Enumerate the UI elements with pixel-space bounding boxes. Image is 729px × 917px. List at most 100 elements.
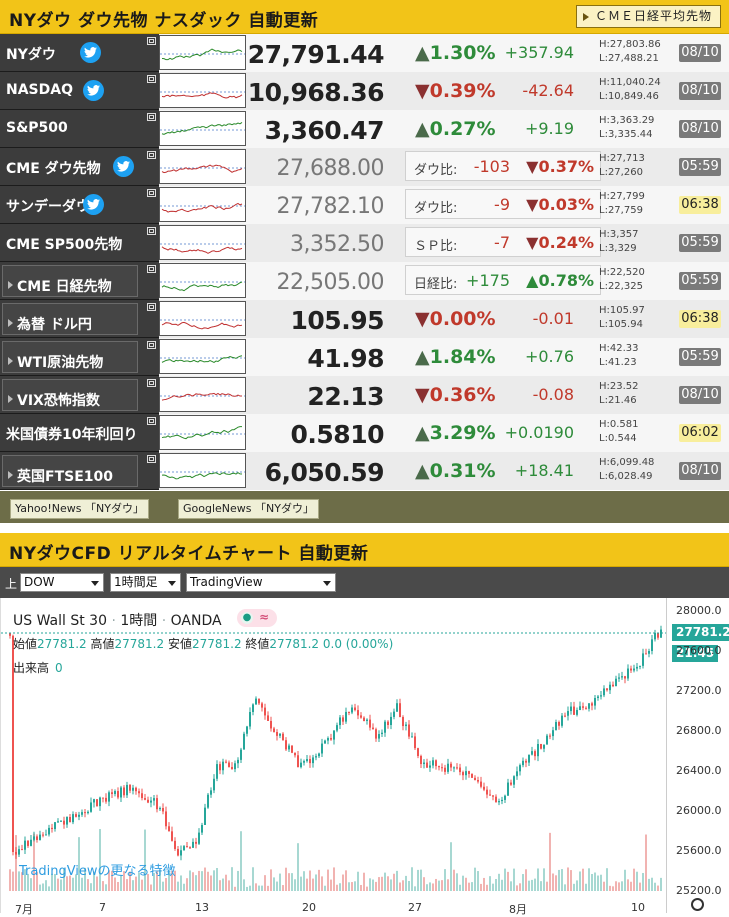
- expand-icon[interactable]: [147, 151, 156, 159]
- sparkline-chart[interactable]: [159, 377, 246, 412]
- volume-bar: [585, 883, 587, 891]
- price-axis[interactable]: 27781.2 21:45 28000.0 27600.0 27200.0 26800…: [666, 598, 729, 913]
- source-select[interactable]: TradingView: [186, 573, 336, 592]
- candle-body: [651, 639, 653, 651]
- expand-icon[interactable]: [147, 227, 156, 235]
- volume-bar: [411, 867, 413, 891]
- volume-bar: [189, 870, 191, 891]
- sparkline-chart[interactable]: [159, 73, 246, 108]
- candle-body: [660, 629, 662, 638]
- volume-bar: [339, 883, 341, 891]
- volume-bar: [588, 868, 590, 891]
- gear-icon[interactable]: [691, 898, 704, 911]
- volume-bar: [336, 884, 338, 891]
- quote-name-button[interactable]: 英国FTSE100: [2, 455, 138, 487]
- volume-bar: [9, 869, 11, 891]
- quote-row: 米国債券10年利回り 0.5810 ▲3.29% +0.0190 H:0.581 L:0.…: [0, 414, 729, 452]
- volume-bar: [84, 867, 86, 891]
- twitter-icon[interactable]: [80, 42, 101, 63]
- sparkline: [160, 48, 245, 61]
- sparkline-chart[interactable]: [159, 263, 246, 298]
- candle-body: [474, 777, 476, 781]
- volume-bar: [36, 871, 38, 891]
- quote-name-cell: NYダウ: [0, 34, 159, 72]
- comparison-diff: -9: [494, 195, 510, 214]
- volume-bar: [600, 874, 602, 891]
- expand-icon[interactable]: [147, 455, 156, 463]
- sparkline-chart[interactable]: [159, 301, 246, 336]
- volume-bar: [267, 885, 269, 891]
- quote-name-button[interactable]: WTI原油先物: [2, 341, 138, 373]
- candle-body: [324, 740, 326, 744]
- candle-body: [573, 706, 575, 715]
- yahoo-news-link[interactable]: Yahoo!News 「NYダウ」: [10, 499, 149, 519]
- volume-bar: [120, 875, 122, 891]
- volume-bar: [15, 835, 17, 891]
- tradingview-chart[interactable]: US Wall St 30 · 1時間 · OANDA ● ≈ 始値27781.2…: [0, 598, 729, 916]
- expand-icon[interactable]: [147, 265, 156, 273]
- volume-bar: [405, 875, 407, 891]
- sparkline-chart[interactable]: [159, 187, 246, 222]
- volume-bar: [360, 884, 362, 891]
- interval-select[interactable]: 1時間足: [110, 573, 181, 592]
- candle-body: [405, 724, 407, 727]
- quote-name-button[interactable]: 為替 ドル円: [2, 303, 138, 335]
- candle-body: [192, 841, 194, 848]
- quote-name-cell[interactable]: CME 日経先物: [0, 262, 159, 300]
- quote-name-cell[interactable]: 為替 ドル円: [0, 300, 159, 338]
- change-pct: 1.84%: [429, 346, 496, 368]
- tradingview-features-link[interactable]: TradingViewの更なる特徴: [19, 864, 176, 879]
- market-open-icon: ●: [241, 612, 253, 624]
- change-points: +0.0190: [504, 423, 574, 442]
- expand-icon[interactable]: [147, 303, 156, 311]
- sparkline-chart[interactable]: [159, 415, 246, 450]
- volume-bar: [348, 882, 350, 891]
- sparkline-chart[interactable]: [159, 339, 246, 374]
- candle-body: [402, 717, 404, 727]
- expand-icon[interactable]: [147, 37, 156, 45]
- expand-icon[interactable]: [147, 189, 156, 197]
- expand-icon[interactable]: [147, 75, 156, 83]
- symbol-value: DOW: [24, 575, 55, 589]
- volume-bar: [123, 871, 125, 891]
- high-low: H:22,520 L:22,325: [599, 266, 645, 294]
- expand-icon[interactable]: [147, 417, 156, 425]
- twitter-icon[interactable]: [83, 194, 104, 215]
- expand-icon[interactable]: [147, 379, 156, 387]
- google-news-link[interactable]: GoogleNews 「NYダウ」: [178, 499, 319, 519]
- cme-nikkei-button[interactable]: ＣＭＥ日経平均先物: [575, 5, 721, 28]
- day-low: L:3,329: [599, 243, 637, 254]
- candle-body: [141, 793, 143, 799]
- expand-icon[interactable]: [147, 341, 156, 349]
- candle-body: [597, 696, 599, 699]
- candle-body: [246, 726, 248, 734]
- time-axis-label: 8月: [509, 903, 527, 916]
- volume-bar: [282, 885, 284, 891]
- quote-price: 41.98: [307, 344, 384, 373]
- volume-bar: [69, 875, 71, 891]
- sparkline-chart[interactable]: [159, 111, 246, 146]
- candlestick-plot[interactable]: [1, 598, 666, 913]
- day-high: H:42.33: [599, 343, 639, 354]
- market-status-pill[interactable]: ● ≈: [237, 609, 277, 627]
- quote-name-button[interactable]: CME 日経先物: [2, 265, 138, 297]
- sparkline-chart[interactable]: [159, 225, 246, 260]
- price-axis-label: 28000.0: [676, 604, 722, 617]
- candle-body: [84, 812, 86, 814]
- sparkline-chart[interactable]: [159, 35, 246, 70]
- candle-body: [129, 784, 131, 791]
- volume-bar: [270, 869, 272, 891]
- quote-name-cell[interactable]: 英国FTSE100: [0, 452, 159, 490]
- quote-name-cell[interactable]: WTI原油先物: [0, 338, 159, 376]
- twitter-icon[interactable]: [83, 80, 104, 101]
- volume-bar: [399, 882, 401, 891]
- sparkline-chart[interactable]: [159, 149, 246, 184]
- quote-name-cell[interactable]: VIX恐怖指数: [0, 376, 159, 414]
- symbol-select[interactable]: DOW: [20, 573, 104, 592]
- expand-icon[interactable]: [147, 113, 156, 121]
- volume-bar: [195, 875, 197, 891]
- sparkline-chart[interactable]: [159, 453, 246, 488]
- candle-body: [285, 740, 287, 750]
- quote-name-button[interactable]: VIX恐怖指数: [2, 379, 138, 411]
- twitter-icon[interactable]: [113, 156, 134, 177]
